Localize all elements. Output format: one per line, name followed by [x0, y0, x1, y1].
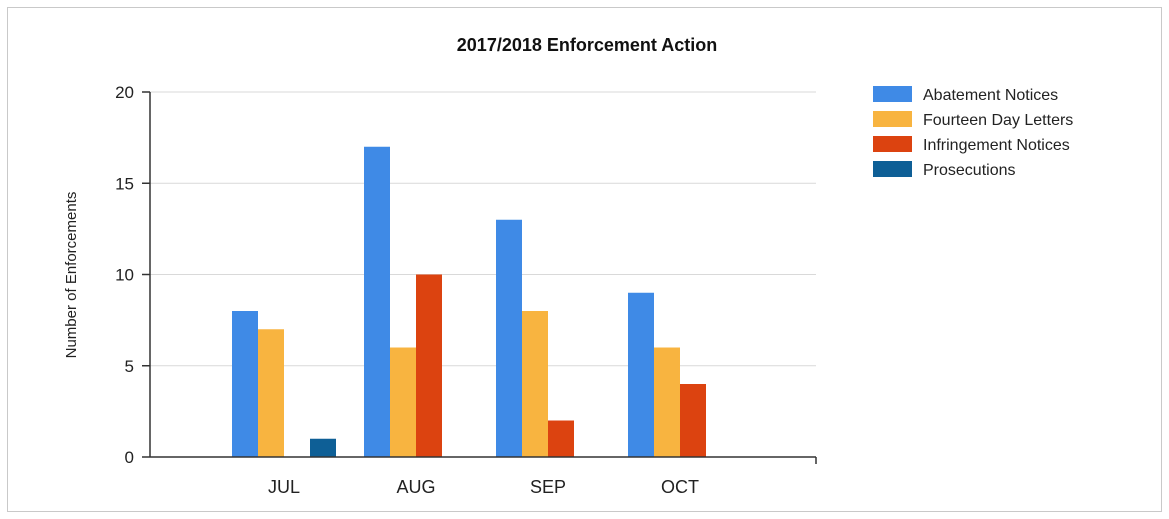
x-tick-label-oct: OCT	[661, 477, 699, 497]
bar-sep-fourteen-day-letters	[522, 311, 548, 457]
legend-swatch-prosecutions	[873, 161, 912, 177]
bar-oct-fourteen-day-letters	[654, 347, 680, 457]
tick-labels: 0 5 10 15 20 JUL AUG SEP OCT	[115, 83, 699, 497]
bar-aug-abatement-notices	[364, 146, 390, 457]
legend-label-infringement-notices: Infringement Notices	[923, 137, 1070, 154]
y-tick-label-15: 15	[115, 174, 134, 193]
x-tick-label-aug: AUG	[396, 477, 435, 497]
chart-frame	[7, 7, 1162, 512]
legend-swatch-infringement-notices	[873, 136, 912, 152]
y-tick-label-10: 10	[115, 266, 134, 285]
y-tick-label-0: 0	[125, 448, 134, 467]
y-tick-label-5: 5	[125, 357, 134, 376]
legend-label-prosecutions: Prosecutions	[923, 162, 1016, 179]
legend: Abatement Notices Fourteen Day Letters Inf…	[873, 86, 1073, 179]
y-tick-label-20: 20	[115, 83, 134, 102]
chart-title: 2017/2018 Enforcement Action	[457, 35, 717, 55]
legend-label-fourteen-day-letters: Fourteen Day Letters	[923, 112, 1073, 129]
bar-jul-fourteen-day-letters	[258, 329, 284, 457]
bar-jul-prosecutions	[310, 438, 336, 457]
x-tick-label-jul: JUL	[268, 477, 300, 497]
y-axis-title: Number of Enforcements	[63, 192, 80, 359]
legend-swatch-fourteen-day-letters	[873, 111, 912, 127]
bars	[232, 146, 706, 457]
axes	[142, 91, 817, 464]
bar-oct-infringement-notices	[680, 384, 706, 457]
bar-sep-abatement-notices	[496, 219, 522, 457]
bar-aug-infringement-notices	[416, 274, 442, 457]
bar-oct-abatement-notices	[628, 292, 654, 457]
bar-sep-infringement-notices	[548, 420, 574, 457]
legend-label-abatement-notices: Abatement Notices	[923, 87, 1058, 104]
bar-jul-abatement-notices	[232, 311, 258, 457]
legend-swatch-abatement-notices	[873, 86, 912, 102]
bar-aug-fourteen-day-letters	[390, 347, 416, 457]
x-tick-label-sep: SEP	[530, 477, 566, 497]
